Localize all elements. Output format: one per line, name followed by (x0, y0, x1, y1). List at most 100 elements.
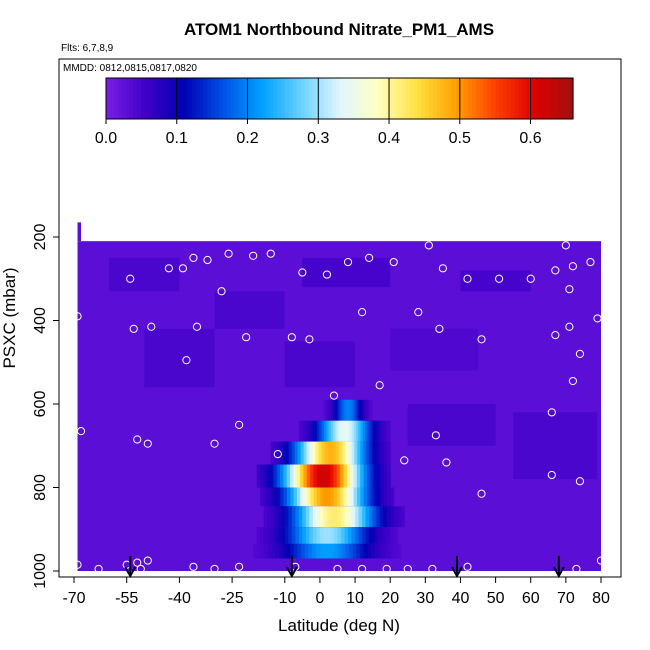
flight-arrows (124, 556, 565, 579)
field-cell (301, 420, 304, 442)
sample-point (287, 333, 296, 342)
sample-point (94, 564, 103, 574)
field-cell (300, 441, 305, 465)
field-cell (302, 257, 391, 288)
field-cell (267, 527, 272, 544)
field-cell (352, 543, 357, 559)
colorbar-segment (487, 78, 492, 119)
field-cell (330, 420, 334, 442)
field-cell (355, 527, 360, 544)
field-cell (385, 543, 391, 559)
field-cell (342, 441, 346, 465)
field-cell (260, 464, 264, 488)
field-cell (297, 441, 302, 465)
field-cell (271, 543, 276, 559)
field-cell (330, 543, 335, 559)
field-cell (374, 420, 377, 442)
field-cell (324, 441, 328, 465)
sample-point (428, 564, 437, 574)
sample-point (463, 274, 472, 283)
colorbar-segment (549, 78, 555, 119)
field-cell (333, 487, 338, 507)
y-axis: 200 400 600 800 1000 (32, 224, 59, 589)
colorbar-segment (444, 78, 450, 119)
field-cell (337, 420, 341, 442)
field-cell (369, 441, 373, 465)
x-axis: -70 -55 -40 -25 -10 0 10 20 30 40 50 60 70 80 (62, 577, 610, 607)
field-cell (321, 420, 325, 442)
sample-point (147, 322, 156, 331)
field-cell (294, 441, 299, 465)
field-cell (387, 441, 391, 465)
field-cell (300, 464, 304, 488)
field-cell (282, 441, 287, 465)
field-cell (330, 487, 335, 507)
field-cell (367, 543, 372, 559)
colorbar-segment (436, 78, 442, 119)
field-cell (382, 543, 387, 559)
sample-point (477, 489, 486, 498)
field-cell (337, 527, 342, 544)
field-cell (319, 506, 324, 528)
field-cell (344, 527, 349, 544)
sample-point (333, 564, 342, 574)
field-cell (343, 487, 348, 507)
field-cell (260, 487, 265, 507)
field-cell (326, 527, 331, 544)
field-cell (316, 487, 321, 507)
sample-point (477, 335, 486, 344)
colorbar-segment (106, 78, 111, 119)
sample-point (343, 257, 353, 267)
field-cell (323, 399, 326, 421)
field-cell (324, 399, 327, 421)
field-cell (341, 527, 346, 544)
y-tick-label: 600 (32, 391, 49, 418)
field-cell (327, 399, 329, 421)
colorbar-segment (144, 78, 150, 119)
colorbar-segment (545, 78, 551, 119)
colorbar-segment (265, 78, 271, 119)
field-cell (366, 441, 370, 465)
colorbar-segment (471, 78, 477, 119)
field-cell (355, 420, 359, 442)
colorbar-segment (234, 78, 239, 119)
field-cell (371, 420, 375, 442)
field-cell (319, 420, 323, 442)
sample-point (249, 251, 258, 260)
sample-point (572, 564, 581, 574)
field-cell (315, 441, 320, 465)
field-cell (288, 506, 293, 528)
field-cell (386, 506, 391, 528)
sample-point (133, 435, 142, 444)
field-cell (109, 257, 180, 292)
field-cell (323, 464, 328, 488)
colorbar-segment (401, 78, 407, 119)
colorbar-segment (537, 78, 543, 119)
field-cell (348, 506, 353, 528)
field-cell (343, 399, 345, 421)
colorbar-segment (557, 78, 562, 119)
field-cell (372, 527, 377, 544)
colorbar-segment (292, 78, 298, 119)
sample-point (305, 335, 314, 344)
y-axis-label: PSXC (mbar) (0, 267, 19, 368)
field-cell (307, 420, 311, 442)
x-tick-label: 50 (487, 590, 505, 607)
field-cell (266, 464, 271, 488)
colorbar-segment (226, 78, 232, 119)
sample-point (126, 274, 135, 283)
field-cell (350, 399, 353, 421)
field-cell (323, 527, 328, 544)
field-cell (344, 399, 347, 421)
sample-point (224, 249, 233, 258)
field-cell (345, 543, 350, 559)
field-cell (360, 441, 364, 465)
field-cell (370, 464, 375, 488)
colorbar-segment (168, 78, 173, 119)
field-cell (380, 487, 385, 507)
field-cell (336, 399, 339, 421)
field-cell (369, 527, 374, 544)
field-cell (345, 399, 348, 421)
field-cell (339, 420, 343, 442)
field-cell (285, 441, 290, 465)
